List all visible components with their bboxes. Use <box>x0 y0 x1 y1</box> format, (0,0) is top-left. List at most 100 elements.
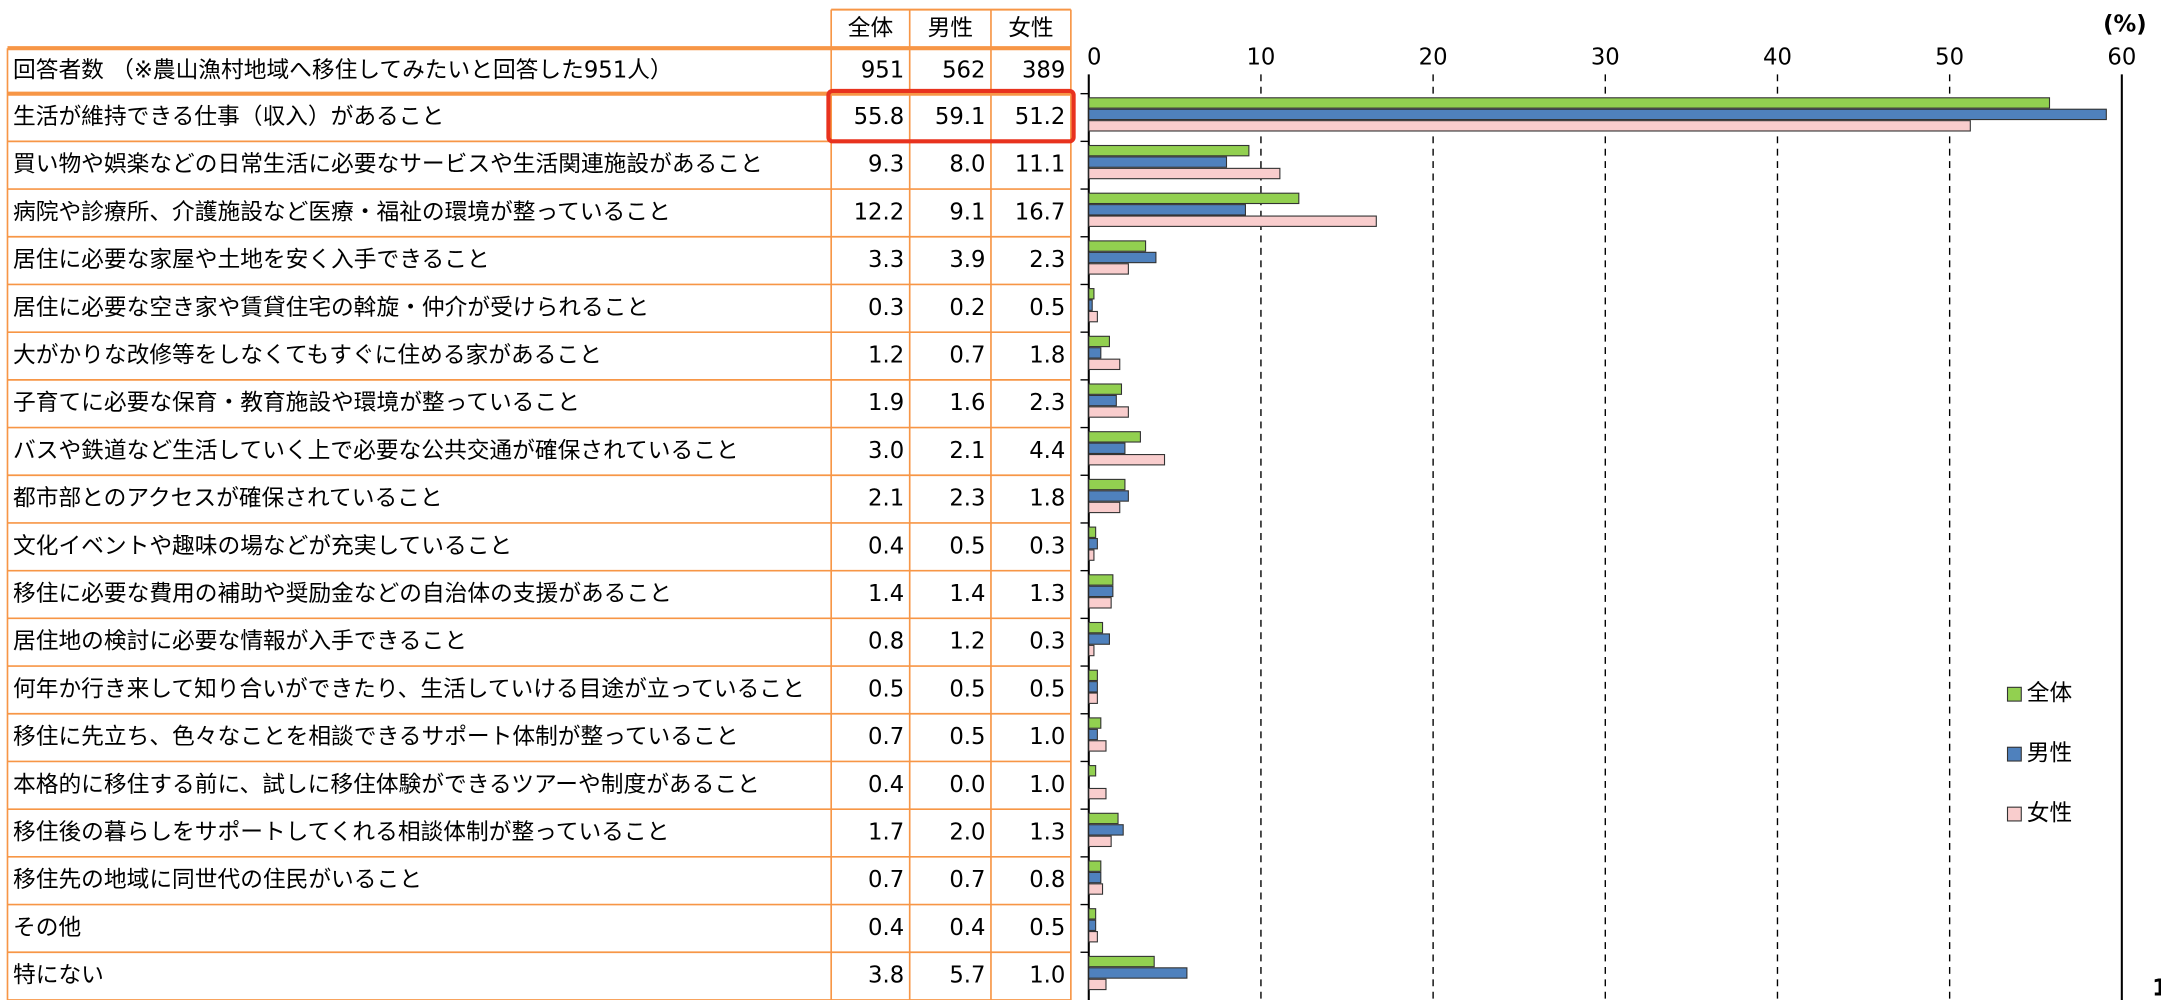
bar <box>1088 883 1104 895</box>
bar <box>1088 728 1098 741</box>
x-tick-label: 0 <box>1087 44 1101 70</box>
value-cell: 8.0 <box>949 152 985 178</box>
bar <box>1088 108 2107 121</box>
category-label: 居住に必要な空き家や賃貸住宅の斡旋・仲介が受けられること <box>13 295 649 321</box>
x-tick-label: 40 <box>1763 44 1792 70</box>
value-cell: 1.3 <box>1029 820 1065 846</box>
legend-label: 男性 <box>2027 741 2072 767</box>
bar <box>1088 478 1126 491</box>
value-cell: 1.7 <box>868 820 904 846</box>
value-cell: 0.0 <box>949 772 985 798</box>
category-label: 大がかりな改修等をしなくてもすぐに住める家があること <box>13 343 602 369</box>
value-cell: 51.2 <box>1015 104 1066 130</box>
bar <box>1088 192 1300 205</box>
bar <box>1088 931 1098 943</box>
bar <box>1088 681 1098 693</box>
value-cell: 4.4 <box>1029 438 1065 464</box>
value-cell: 3.8 <box>868 963 904 989</box>
bar <box>1088 526 1097 538</box>
value-cell: 1.0 <box>1029 724 1065 750</box>
category-label: 居住地の検討に必要な情報が入手できること <box>13 629 467 655</box>
category-label: 特にない <box>13 963 104 989</box>
bar <box>1088 156 1228 168</box>
bar <box>1088 860 1102 872</box>
bar <box>1088 501 1121 514</box>
category-label: 病院や診療所、介護施設など医療・福祉の環境が整っていること <box>13 199 671 225</box>
category-label: 生活が維持できる仕事（収入）があること <box>13 104 444 130</box>
value-cell: 1.2 <box>868 343 904 369</box>
legend-swatch <box>2006 806 2022 822</box>
legend-swatch <box>2006 686 2022 702</box>
value-cell: 3.9 <box>949 247 985 273</box>
value-cell: 1.4 <box>868 581 904 607</box>
bar <box>1088 644 1095 657</box>
bar <box>1088 717 1102 729</box>
bar <box>1088 310 1098 323</box>
bar <box>1088 394 1117 407</box>
value-cell: 59.1 <box>935 104 986 130</box>
x-tick-label: 30 <box>1591 44 1620 70</box>
bar <box>1088 383 1123 395</box>
x-tick-label: 50 <box>1935 44 1964 70</box>
bar <box>1088 955 1155 968</box>
bar <box>1088 978 1107 991</box>
value-cell: 9.3 <box>868 152 904 178</box>
value-cell: 55.8 <box>854 104 905 130</box>
category-label: 買い物や娯楽などの日常生活に必要なサービスや生活関連施設があること <box>13 152 763 178</box>
x-tick-label: 10 <box>1246 44 1275 70</box>
value-cell: 0.7 <box>868 724 904 750</box>
category-label: 居住に必要な家屋や土地を安く入手できること <box>13 247 490 273</box>
value-cell: 3.3 <box>868 247 904 273</box>
column-header: 男性 <box>928 15 973 41</box>
value-cell: 0.4 <box>949 915 985 941</box>
bar <box>1088 908 1097 920</box>
value-cell: 2.1 <box>949 438 985 464</box>
value-cell: 0.8 <box>868 629 904 655</box>
value-cell: 1.6 <box>949 390 985 416</box>
value-cell: 0.4 <box>868 533 904 559</box>
value-cell: 1.2 <box>949 629 985 655</box>
bar <box>1088 740 1107 752</box>
bar <box>1088 167 1281 180</box>
value-cell: 1.0 <box>1029 963 1065 989</box>
value-cell: 0.4 <box>868 915 904 941</box>
legend-swatch <box>2006 746 2022 762</box>
category-label: 移住先の地域に同世代の住民がいること <box>13 867 422 893</box>
value-cell: 0.5 <box>949 676 985 702</box>
value-cell: 11.1 <box>1015 152 1066 178</box>
respondents-count: 951 <box>861 57 904 83</box>
value-cell: 0.4 <box>868 772 904 798</box>
bar <box>1088 120 1971 132</box>
bar <box>1088 574 1114 586</box>
bar <box>1088 669 1098 682</box>
bar <box>1088 765 1097 777</box>
value-cell: 16.7 <box>1015 199 1066 225</box>
bar <box>1088 633 1110 645</box>
bar <box>1088 537 1098 550</box>
value-cell: 1.9 <box>868 390 904 416</box>
legend-label: 全体 <box>2027 681 2073 707</box>
bar <box>1088 871 1102 884</box>
bar <box>1088 288 1095 300</box>
value-cell: 0.5 <box>868 676 904 702</box>
bar <box>1088 97 2051 109</box>
category-label: その他 <box>13 915 81 941</box>
category-label: 文化イベントや趣味の場などが充実していること <box>13 533 512 559</box>
value-cell: 0.5 <box>949 724 985 750</box>
respondents-count: 389 <box>1022 57 1065 83</box>
value-cell: 0.2 <box>949 295 985 321</box>
category-label: 移住に先立ち、色々なことを相談できるサポート体制が整っていること <box>13 724 738 750</box>
value-cell: 2.3 <box>1029 247 1065 273</box>
bar <box>1088 406 1129 418</box>
bar <box>1088 251 1157 264</box>
value-cell: 0.5 <box>949 533 985 559</box>
value-cell: 2.3 <box>1029 390 1065 416</box>
value-cell: 0.3 <box>868 295 904 321</box>
bar <box>1088 787 1107 800</box>
bar <box>1088 215 1377 227</box>
category-label: 移住後の暮らしをサポートしてくれる相談体制が整っていること <box>13 820 669 846</box>
bar <box>1088 204 1246 216</box>
axis-unit: (%) <box>2103 11 2147 37</box>
value-cell: 9.1 <box>949 199 985 225</box>
